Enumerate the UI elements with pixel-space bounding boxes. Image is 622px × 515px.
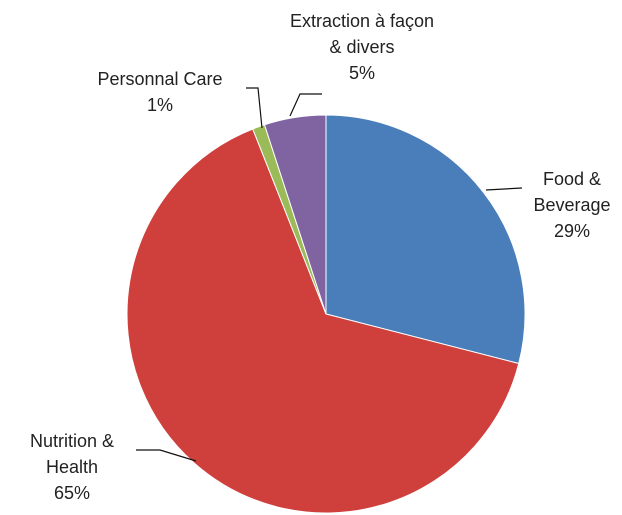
category-label: Personnal Care	[97, 69, 223, 89]
pie-slice	[126, 128, 520, 514]
leader-line	[289, 93, 322, 117]
slice-label: Personnal Care 1%	[70, 66, 250, 118]
leader-lines	[136, 87, 523, 462]
category-label: Food & Beverage	[533, 169, 611, 215]
value-label: 1%	[146, 95, 173, 115]
pie-slice	[263, 114, 327, 315]
leader-line	[485, 187, 523, 191]
slice-label: Nutrition & Health 65%	[12, 428, 132, 506]
category-label: Nutrition & Health	[29, 431, 115, 477]
pie-slice	[325, 114, 526, 365]
pie	[126, 114, 526, 514]
value-label: 65%	[53, 483, 91, 503]
category-label: Extraction à façon & divers	[289, 11, 435, 57]
slice-label: Extraction à façon & divers 5%	[287, 8, 437, 86]
slice-label: Food & Beverage 29%	[522, 166, 622, 244]
leader-line	[136, 449, 197, 462]
value-label: 29%	[553, 221, 591, 241]
value-label: 5%	[348, 63, 375, 83]
leader-line	[246, 87, 263, 129]
